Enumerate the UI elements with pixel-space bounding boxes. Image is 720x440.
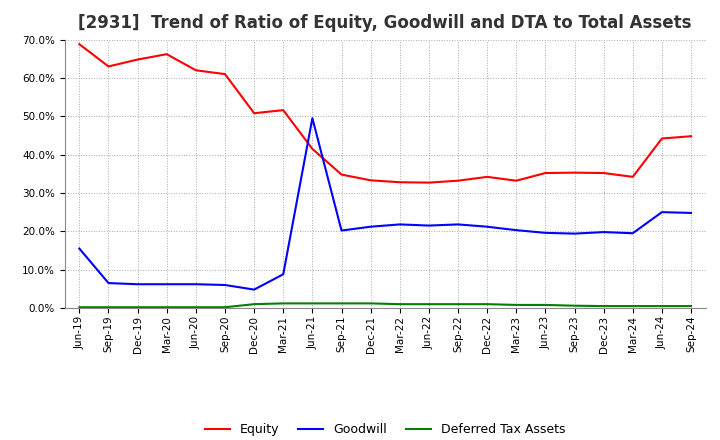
Goodwill (75, 246, 84, 251)
Title: [2931]  Trend of Ratio of Equity, Goodwill and DTA to Total Assets: [2931] Trend of Ratio of Equity, Goodwil… (78, 15, 692, 33)
Goodwill (454, 222, 462, 227)
Goodwill (308, 116, 317, 121)
Goodwill (512, 227, 521, 233)
Deferred Tax Assets (512, 302, 521, 308)
Deferred Tax Assets (192, 304, 200, 310)
Goodwill (541, 230, 550, 235)
Deferred Tax Assets (483, 301, 492, 307)
Equity (250, 110, 258, 116)
Equity (541, 170, 550, 176)
Equity (657, 136, 666, 141)
Deferred Tax Assets (337, 301, 346, 306)
Equity (366, 178, 375, 183)
Deferred Tax Assets (75, 304, 84, 310)
Equity (104, 64, 113, 69)
Equity (133, 57, 142, 62)
Deferred Tax Assets (104, 304, 113, 310)
Deferred Tax Assets (279, 301, 287, 306)
Deferred Tax Assets (425, 301, 433, 307)
Equity (425, 180, 433, 185)
Equity (279, 107, 287, 113)
Goodwill (250, 287, 258, 292)
Legend: Equity, Goodwill, Deferred Tax Assets: Equity, Goodwill, Deferred Tax Assets (200, 418, 570, 440)
Equity (192, 68, 200, 73)
Deferred Tax Assets (570, 303, 579, 308)
Equity (220, 71, 229, 77)
Goodwill (395, 222, 404, 227)
Deferred Tax Assets (657, 304, 666, 309)
Goodwill (192, 282, 200, 287)
Equity (395, 180, 404, 185)
Deferred Tax Assets (220, 304, 229, 310)
Goodwill (220, 282, 229, 288)
Goodwill (104, 280, 113, 286)
Goodwill (337, 228, 346, 233)
Goodwill (599, 229, 608, 235)
Equity (599, 170, 608, 176)
Deferred Tax Assets (541, 302, 550, 308)
Line: Equity: Equity (79, 44, 691, 183)
Deferred Tax Assets (629, 304, 637, 309)
Goodwill (163, 282, 171, 287)
Equity (512, 178, 521, 183)
Deferred Tax Assets (454, 301, 462, 307)
Goodwill (629, 231, 637, 236)
Deferred Tax Assets (133, 304, 142, 310)
Goodwill (425, 223, 433, 228)
Equity (454, 178, 462, 183)
Goodwill (570, 231, 579, 236)
Line: Deferred Tax Assets: Deferred Tax Assets (79, 304, 691, 307)
Deferred Tax Assets (366, 301, 375, 306)
Goodwill (687, 210, 696, 216)
Deferred Tax Assets (687, 304, 696, 309)
Equity (308, 146, 317, 151)
Goodwill (657, 209, 666, 215)
Goodwill (483, 224, 492, 229)
Line: Goodwill: Goodwill (79, 118, 691, 290)
Equity (570, 170, 579, 175)
Goodwill (366, 224, 375, 229)
Deferred Tax Assets (599, 304, 608, 309)
Goodwill (133, 282, 142, 287)
Equity (75, 41, 84, 47)
Equity (337, 172, 346, 177)
Equity (163, 51, 171, 57)
Deferred Tax Assets (308, 301, 317, 306)
Deferred Tax Assets (395, 301, 404, 307)
Equity (687, 134, 696, 139)
Goodwill (279, 271, 287, 277)
Deferred Tax Assets (163, 304, 171, 310)
Deferred Tax Assets (250, 301, 258, 307)
Equity (483, 174, 492, 180)
Equity (629, 174, 637, 180)
